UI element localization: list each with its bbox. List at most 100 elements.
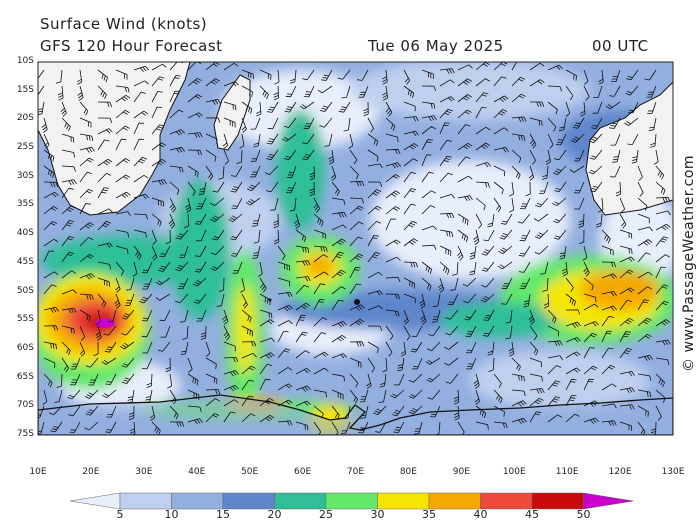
lon-label: 40E: [188, 467, 206, 477]
lat-label: 40S: [16, 228, 34, 239]
wind-barb: [601, 420, 617, 426]
wind-barb: [367, 305, 383, 311]
wind-barb: [223, 117, 236, 128]
wind-barb: [61, 341, 71, 356]
wind-barb: [289, 197, 297, 212]
wind-barb: [367, 221, 382, 231]
wind-barb: [385, 239, 401, 247]
wind-barb: [223, 370, 239, 377]
wind-barb: [331, 421, 339, 435]
wind-barb: [493, 373, 502, 388]
wind-barb: [61, 205, 76, 215]
wind-barb: [493, 95, 509, 103]
wind-barb: [321, 69, 333, 81]
wind-barb: [319, 101, 333, 112]
wind-barb: [115, 245, 129, 255]
lon-label: 100E: [502, 467, 526, 477]
wind-barb: [349, 373, 359, 388]
wind-barb: [382, 69, 388, 85]
wind-barb: [511, 76, 526, 87]
wind-barb: [588, 165, 603, 175]
map-frame: [37, 61, 674, 436]
wind-barb: [41, 117, 48, 133]
wind-barb: [317, 85, 333, 94]
wind-barb: [105, 421, 117, 433]
wind-barb: [133, 245, 142, 261]
wind-barb: [146, 373, 153, 388]
wind-barb: [637, 226, 653, 232]
wind-barb: [222, 133, 229, 149]
wind-barb: [559, 245, 567, 260]
legend-label: 50: [576, 508, 591, 521]
wind-barb: [363, 101, 369, 117]
wind-barb: [331, 299, 344, 311]
wind-barb: [578, 213, 585, 228]
wind-barb: [569, 165, 585, 173]
legend-label: 45: [525, 508, 539, 521]
wind-barb: [277, 399, 293, 407]
wind-barb: [615, 181, 622, 197]
wind-barb: [562, 261, 568, 277]
wind-barb: [283, 117, 297, 128]
wind-barb: [385, 341, 393, 357]
wind-barb: [552, 165, 567, 175]
legend-swatch: [171, 492, 224, 510]
wind-barb: [165, 357, 171, 373]
wind-barb: [183, 213, 190, 229]
wind-barb: [529, 149, 536, 165]
wind-barb: [637, 165, 643, 181]
wind-barb: [42, 389, 48, 405]
wind-barb: [367, 290, 383, 296]
wind-barb: [79, 189, 94, 199]
wind-barb: [481, 261, 495, 272]
wind-barb: [101, 357, 117, 365]
wind-barb: [593, 85, 603, 99]
wind-barb: [385, 325, 394, 341]
wind-barb: [165, 229, 171, 245]
wind-barb: [637, 181, 644, 197]
wind-barb: [601, 330, 613, 343]
wind-barb: [421, 190, 437, 199]
wind-barb: [151, 245, 158, 261]
wind-barb: [43, 133, 50, 149]
wind-barb: [313, 351, 329, 359]
lon-label: 60E: [294, 467, 312, 477]
wind-barb: [84, 389, 99, 399]
wind-barb: [647, 101, 657, 114]
wind-barb: [493, 389, 503, 404]
wind-barb: [79, 237, 94, 247]
wind-barb: [655, 254, 670, 263]
wind-barb: [295, 229, 307, 243]
wind-barb: [619, 213, 627, 229]
wind-barb: [403, 309, 409, 325]
wind-barb: [421, 126, 436, 135]
wind-barb: [277, 420, 293, 426]
wind-barb: [349, 253, 364, 263]
wind-barb: [601, 305, 617, 311]
wind-barb: [655, 210, 671, 216]
wind-barb: [518, 261, 531, 273]
wind-barb: [133, 80, 149, 87]
wind-barb: [534, 229, 549, 239]
wind-barb: [54, 389, 63, 403]
wind-barb: [390, 389, 405, 399]
legend-label: 15: [216, 508, 230, 521]
wind-barb: [43, 284, 57, 295]
wind-barb: [277, 261, 291, 271]
wind-barb: [519, 229, 531, 242]
wind-barb: [205, 62, 220, 71]
wind-barb: [295, 385, 311, 392]
wind-barb: [432, 293, 441, 308]
wind-barb: [259, 378, 271, 391]
wind-barb: [241, 395, 254, 407]
wind-barb: [349, 283, 362, 295]
wind-barb: [274, 69, 280, 85]
wind-barb: [385, 117, 396, 131]
wind-barb: [655, 223, 671, 231]
wind-barb: [508, 341, 515, 357]
wind-barb: [169, 181, 180, 195]
wind-barb: [241, 413, 256, 423]
wind-barb: [439, 261, 450, 275]
wind-barb: [222, 309, 229, 325]
wind-barb: [637, 405, 649, 417]
